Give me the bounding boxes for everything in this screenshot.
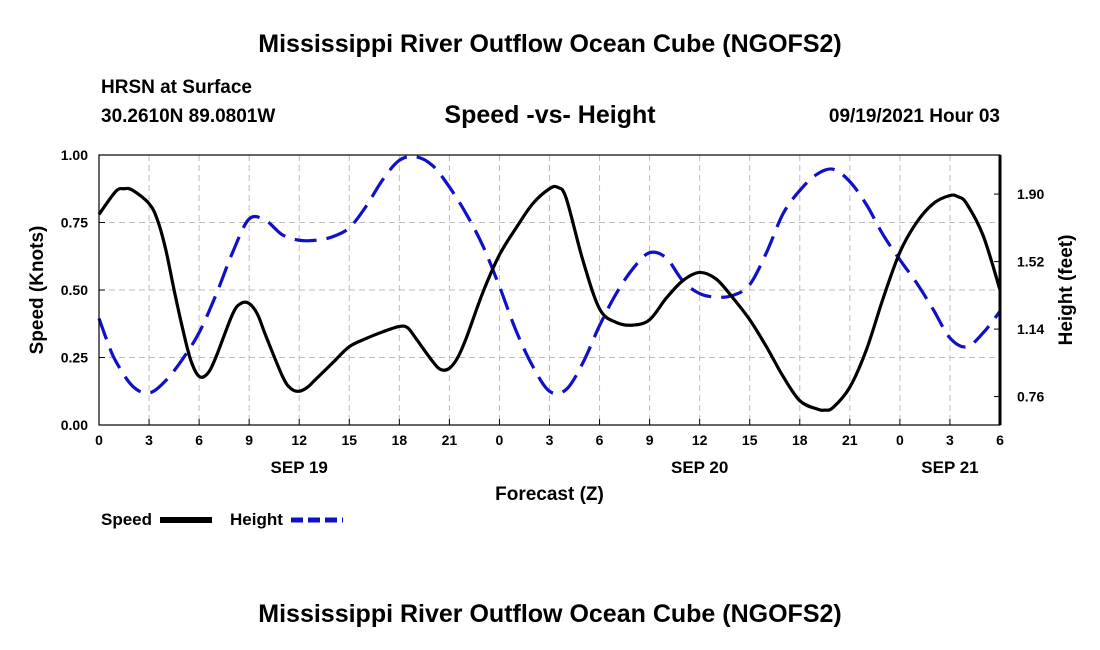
x-tick-label: 21 (442, 432, 458, 448)
y-tick-label-right: 0.76 (1017, 389, 1044, 405)
x-tick-label: 18 (792, 432, 808, 448)
series-layer (97, 154, 1002, 412)
x-tick-label: 12 (692, 432, 708, 448)
chart-title-bottom: Mississippi River Outflow Ocean Cube (NG… (258, 600, 842, 628)
series-line-speed (97, 184, 1002, 412)
x-tick-label: 9 (245, 432, 253, 448)
grid-lines (99, 155, 1000, 425)
y-tick-label-left: 0.75 (61, 215, 88, 231)
chart-subtitle: Speed -vs- Height (444, 101, 656, 129)
x-tick-label: 9 (646, 432, 654, 448)
x-tick-label: 0 (496, 432, 504, 448)
x-tick-label: 0 (896, 432, 904, 448)
legend-height-swatch (291, 517, 343, 523)
legend-height-label: Height (230, 510, 283, 529)
y-axis-label-left: Speed (Knots) (27, 226, 48, 355)
x-tick-label: 3 (145, 432, 153, 448)
x-axis-label: Forecast (Z) (495, 484, 604, 505)
y-tick-label-right: 1.52 (1017, 254, 1044, 270)
station-label: HRSN at Surface (101, 77, 252, 98)
date-label: SEP 21 (921, 458, 978, 477)
forecast-datetime: 09/19/2021 Hour 03 (828, 106, 1000, 127)
legend-speed-label: Speed (101, 510, 153, 529)
y-tick-label-right: 1.90 (1017, 186, 1044, 202)
x-tick-label: 6 (195, 432, 203, 448)
date-label: SEP 19 (271, 458, 328, 477)
x-tick-label: 0 (95, 432, 103, 448)
x-tick-label: 3 (546, 432, 554, 448)
x-tick-label: 6 (996, 432, 1004, 448)
x-tick-label: 21 (842, 432, 858, 448)
x-tick-label: 15 (742, 432, 758, 448)
x-tick-label: 6 (596, 432, 604, 448)
y-tick-label-left: 0.00 (61, 417, 88, 433)
y-tick-label-left: 0.50 (61, 282, 88, 298)
x-tick-label: 18 (392, 432, 408, 448)
x-tick-label: 3 (946, 432, 954, 448)
axes-layer: 0 3 6 9 12 15 18 21 0 3 6 9 12 15 18 21 0 3 6 SEP 19 SEP 20 S… (61, 147, 1045, 477)
x-tick-label: 12 (291, 432, 307, 448)
location-coordinates: 30.2610N 89.0801W (101, 106, 276, 127)
y-tick-label-right: 1.14 (1017, 321, 1044, 337)
y-tick-label-left: 1.00 (61, 147, 88, 163)
legend-speed-swatch (160, 517, 212, 523)
y-tick-label-left: 0.25 (61, 350, 88, 366)
date-label: SEP 20 (671, 458, 728, 477)
y-axis-label-right: Height (feet) (1056, 235, 1077, 346)
chart-title-top: Mississippi River Outflow Ocean Cube (NG… (258, 30, 842, 58)
x-tick-label: 15 (341, 432, 357, 448)
series-line-height (97, 154, 1002, 396)
